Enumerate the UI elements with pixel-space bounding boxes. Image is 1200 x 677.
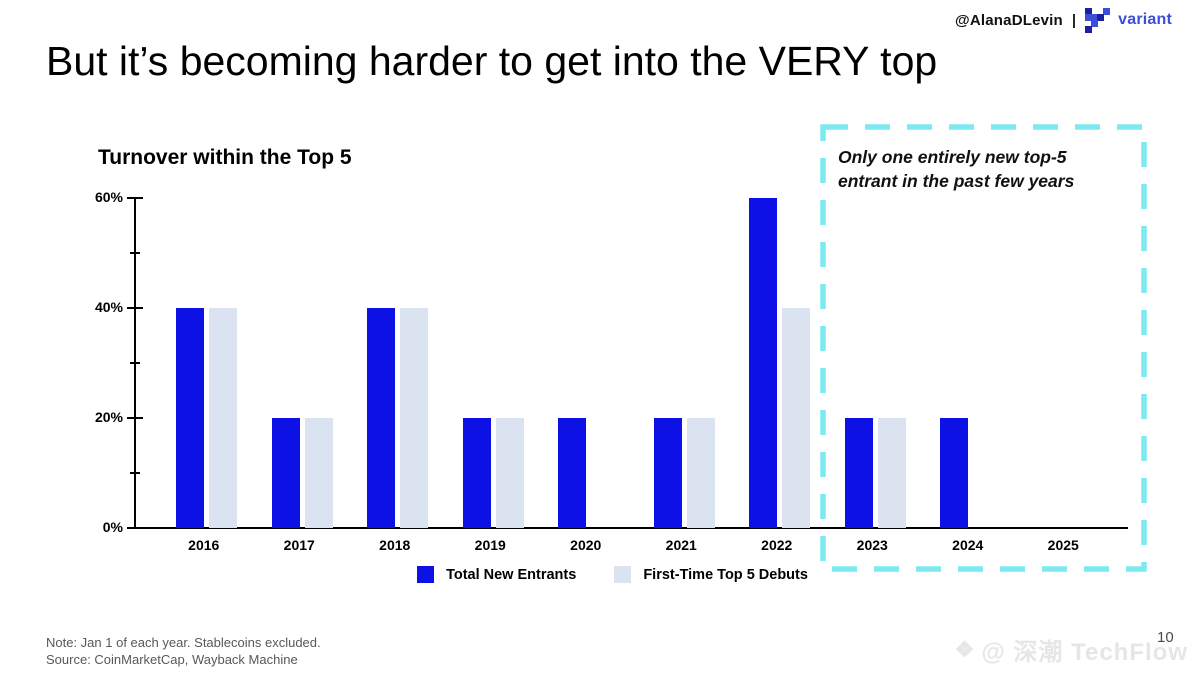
x-tick-label: 2016 bbox=[188, 537, 220, 553]
logo-pixel bbox=[1103, 8, 1111, 15]
legend-item: First-Time Top 5 Debuts bbox=[614, 566, 808, 583]
legend-label: Total New Entrants bbox=[446, 566, 577, 583]
author-handle: @AlanaDLevin bbox=[955, 11, 1063, 29]
header-separator: | bbox=[1071, 11, 1077, 29]
bar-2023-series-1 bbox=[877, 418, 906, 528]
bar-2018-series-1 bbox=[400, 308, 429, 528]
watermark-text: @ 深潮 TechFlow bbox=[981, 639, 1188, 666]
footnote-note: Note: Jan 1 of each year. Stablecoins ex… bbox=[46, 635, 321, 650]
logo-pixel bbox=[1085, 26, 1093, 33]
bar-2021-series-1 bbox=[686, 418, 715, 528]
bar-2020-series-0 bbox=[558, 418, 587, 528]
bar-2017-series-0 bbox=[271, 418, 300, 528]
bar-2017-series-1 bbox=[304, 418, 333, 528]
bar-2018-series-0 bbox=[367, 308, 396, 528]
bar-2022-series-1 bbox=[782, 308, 811, 528]
legend-item: Total New Entrants bbox=[417, 566, 576, 583]
x-axis bbox=[127, 527, 1128, 529]
bar-2023-series-0 bbox=[844, 418, 873, 528]
logo-pixel bbox=[1085, 14, 1093, 21]
x-tick-label: 2020 bbox=[570, 537, 602, 553]
logo-pixel bbox=[1091, 20, 1099, 27]
x-tick-label: 2025 bbox=[1047, 537, 1079, 553]
brand-name: variant bbox=[1118, 11, 1172, 28]
page-number: 10 bbox=[1157, 629, 1174, 646]
y-tick-label: 40% bbox=[94, 299, 123, 315]
x-tick-label: 2022 bbox=[761, 537, 793, 553]
logo-pixel bbox=[1097, 14, 1105, 21]
y-tick-minor bbox=[130, 362, 140, 364]
x-tick-label: 2023 bbox=[856, 537, 888, 553]
watermark-diamond-icon: ❖ bbox=[954, 636, 976, 662]
y-tick-minor bbox=[130, 472, 140, 474]
y-tick-label: 60% bbox=[94, 189, 123, 205]
bar-2019-series-0 bbox=[462, 418, 491, 528]
footnote: Note: Jan 1 of each year. Stablecoins ex… bbox=[46, 634, 321, 669]
y-tick-label: 0% bbox=[102, 519, 123, 535]
highlight-box bbox=[820, 124, 1147, 572]
y-tick-label: 20% bbox=[94, 409, 123, 425]
variant-logo-icon bbox=[1085, 8, 1111, 33]
footnote-source: Source: CoinMarketCap, Wayback Machine bbox=[46, 652, 298, 668]
header: @AlanaDLevin | variant bbox=[955, 8, 1172, 33]
y-tick-major bbox=[127, 307, 143, 309]
bar-2024-series-0 bbox=[940, 418, 969, 528]
bar-2016-series-1 bbox=[209, 308, 238, 528]
bar-2022-series-0 bbox=[749, 198, 778, 528]
logo-pixel bbox=[1091, 14, 1099, 21]
y-tick-major bbox=[127, 417, 143, 419]
slide-title: But it’s becoming harder to get into the… bbox=[46, 38, 938, 84]
x-tick-label: 2024 bbox=[952, 537, 984, 553]
annotation-text: Only one entirely new top-5 entrant in t… bbox=[838, 147, 1075, 191]
x-tick-label: 2017 bbox=[283, 537, 315, 553]
chart-title: Turnover within the Top 5 bbox=[98, 146, 352, 169]
y-tick-minor bbox=[130, 252, 140, 254]
bar-2021-series-0 bbox=[653, 418, 682, 528]
legend-label: First-Time Top 5 Debuts bbox=[643, 566, 808, 583]
x-tick-label: 2021 bbox=[665, 537, 697, 553]
legend-swatch bbox=[417, 566, 435, 583]
logo-pixel bbox=[1085, 8, 1093, 15]
x-tick-label: 2019 bbox=[474, 537, 506, 553]
x-tick-label: 2018 bbox=[379, 537, 411, 553]
legend: Total New Entrants First-Time Top 5 Debut… bbox=[135, 566, 1090, 583]
y-tick-major bbox=[127, 197, 143, 199]
legend-swatch bbox=[614, 566, 632, 583]
watermark: ❖ @ 深潮 TechFlow bbox=[955, 632, 1188, 667]
bar-2019-series-1 bbox=[495, 418, 524, 528]
bar-2016-series-0 bbox=[176, 308, 205, 528]
